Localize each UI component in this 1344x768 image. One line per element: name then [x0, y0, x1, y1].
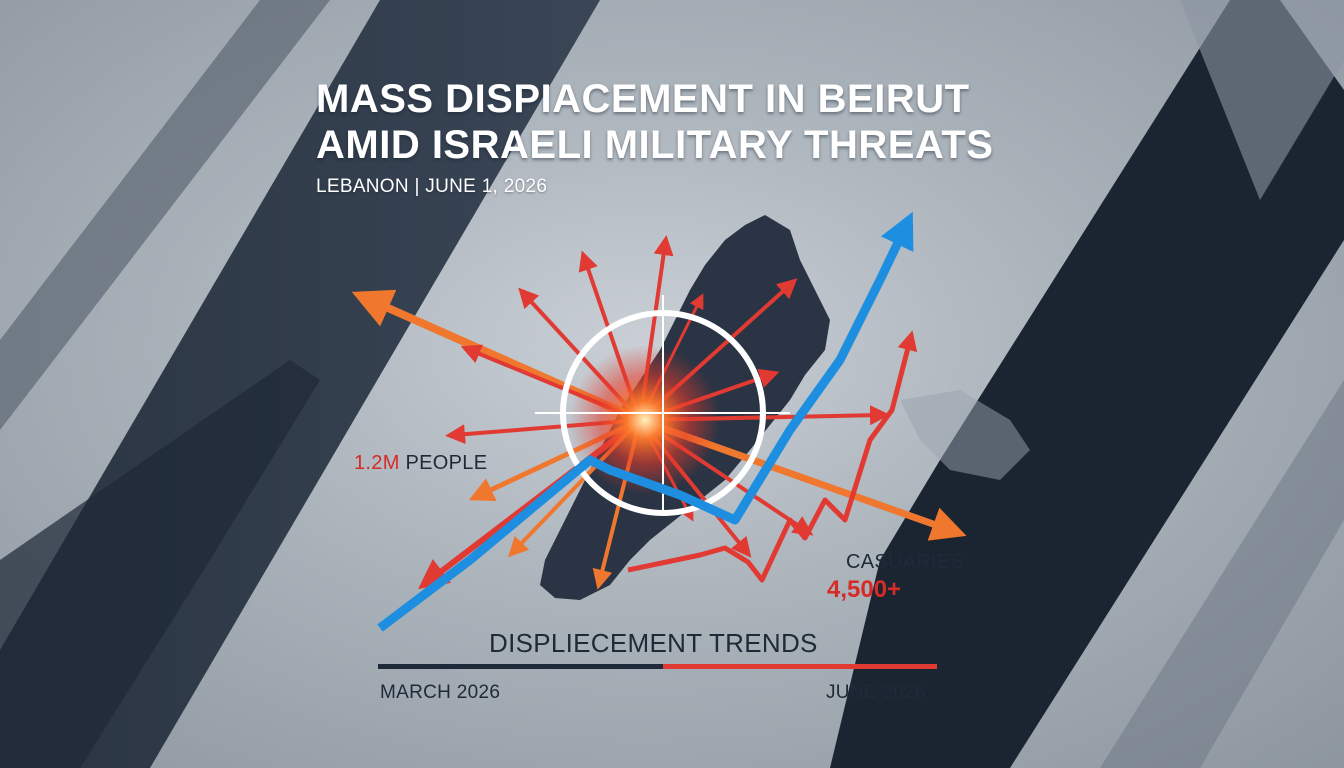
dateline: LEBANON | JUNE 1, 2026: [316, 176, 548, 197]
headline-line-2: AMID ISRAELI MILITARY THREATS: [316, 123, 994, 167]
people-stat: 1.2M PEOPLE: [354, 452, 487, 475]
blast-glow: [570, 345, 720, 495]
headline: MASS DISPIACEMENT IN BEIRUT AMID ISRAELI…: [316, 76, 1036, 168]
neighbor-region-shape: [900, 390, 1030, 480]
timeline-end-label: JUNE 2026: [826, 682, 926, 703]
displacement-trend-line: [377, 211, 914, 632]
timeline-bar: [378, 664, 937, 669]
crosshair-icon: [535, 295, 790, 516]
trend-title: DISPLIECEMENT TRENDS: [489, 628, 818, 658]
timeline-start-label: MARCH 2026: [380, 682, 501, 703]
headline-line-1: MASS DISPIACEMENT IN BEIRUT: [316, 77, 970, 121]
people-number: 1.2M: [354, 452, 400, 474]
casualties-label: CASUARIES: [846, 551, 965, 573]
people-label: PEOPLE: [405, 452, 488, 474]
casualties-trend-line: [627, 330, 918, 583]
casualties-value: 4,500+: [827, 576, 902, 603]
